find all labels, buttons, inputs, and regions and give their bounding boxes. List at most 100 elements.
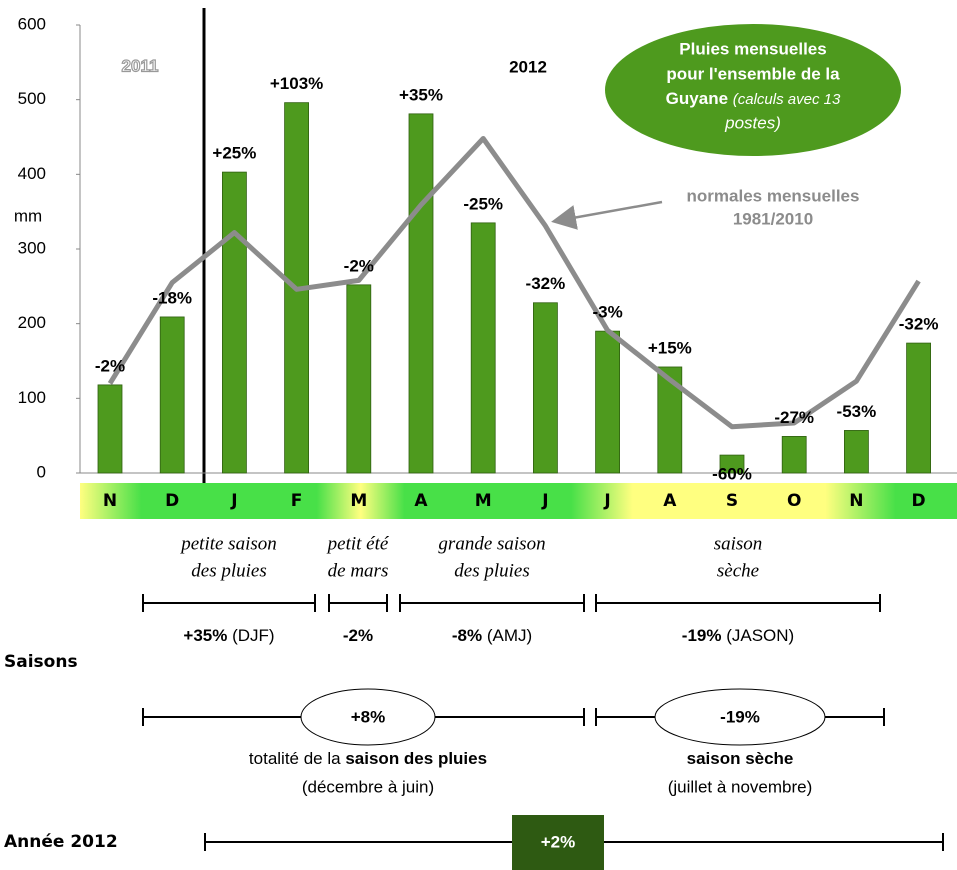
season-change: -19% (JASON) (682, 626, 794, 645)
x-tick-label: O (787, 491, 801, 511)
season-name: des pluies (191, 560, 266, 581)
half-label: saison sèche (687, 749, 794, 768)
bar (595, 330, 620, 474)
half-bold: saison sèche (687, 749, 794, 768)
season-bracket (595, 594, 881, 612)
season-pct: +35% (183, 626, 227, 645)
x-tick-label: A (414, 491, 428, 511)
season-pct: -2% (343, 626, 373, 645)
season-pct: -8% (452, 626, 482, 645)
bar (408, 113, 434, 474)
season-months: (JASON) (726, 626, 794, 645)
anomaly-label: -32% (526, 274, 566, 293)
half-bold: saison des pluies (345, 749, 487, 768)
year-cur: 2012 (509, 57, 547, 76)
half-change: -19% (720, 707, 760, 726)
x-tick-label: M (475, 491, 492, 511)
season-name: sèche (717, 560, 759, 581)
x-tick-label: N (103, 491, 117, 511)
x-tick-label: M (350, 491, 367, 511)
seasons-title: Saisons (4, 652, 78, 672)
title-box (605, 24, 901, 156)
title-text: Pluies mensuelles pour l'ensemble de la … (666, 39, 841, 132)
x-tick-label: A (663, 491, 677, 511)
bar (657, 366, 683, 474)
x-tick-label: D (165, 491, 179, 511)
anomaly-label: -60% (712, 465, 752, 484)
season-pct: -19% (682, 626, 722, 645)
title-line: Guyane (calculs avec 13 (666, 89, 841, 108)
season-name: petite saison (179, 533, 277, 554)
y-tick-label: 200 (18, 313, 46, 332)
season-change: -8% (AMJ) (452, 626, 532, 645)
normals-line: normales mensuelles (687, 186, 860, 205)
anomaly-label: -53% (837, 402, 877, 421)
title-bold: Guyane (666, 89, 728, 108)
season-change: +35% (DJF) (183, 626, 274, 645)
half-range: (juillet à novembre) (668, 777, 813, 796)
season-name: petit été (326, 533, 390, 554)
x-tick-label: D (912, 491, 926, 511)
title-line: postes) (724, 113, 781, 132)
season-bracket (142, 594, 316, 612)
normals-line: 1981/2010 (733, 209, 813, 228)
anomaly-label: +15% (648, 338, 692, 357)
anomaly-label: -18% (152, 288, 192, 307)
month-strip (80, 483, 957, 519)
bar (470, 222, 496, 474)
anomaly-label: -3% (592, 303, 622, 322)
bar (719, 454, 745, 474)
anomaly-label: -2% (95, 356, 125, 375)
year-change: +2% (541, 832, 576, 851)
x-tick-label: J (541, 491, 548, 511)
half-prefix: totalité de la (249, 749, 341, 768)
x-tick-label: F (291, 491, 303, 511)
half-oval (654, 688, 826, 746)
title-line: Pluies mensuelles (679, 39, 826, 58)
normals-label: normales mensuelles 1981/2010 (687, 186, 860, 228)
bar (533, 302, 558, 474)
bar (844, 430, 869, 474)
title-italic: (calculs avec 13 (733, 91, 841, 108)
anomaly-label: +35% (399, 85, 443, 104)
x-tick-label: N (849, 491, 863, 511)
bar (159, 316, 185, 474)
x-tick-label: J (603, 491, 610, 511)
season-name: grande saison (438, 533, 545, 554)
year-label: Année 2012 (4, 832, 118, 852)
year-prev: 2011 (122, 56, 159, 75)
half-change: +8% (351, 707, 386, 726)
y-axis-label: mm (14, 206, 42, 225)
y-tick-label: 100 (18, 388, 46, 407)
y-tick-label: 400 (18, 164, 46, 183)
anomaly-label: +103% (270, 74, 323, 93)
anomaly-label: -2% (344, 256, 374, 275)
season-months: (AMJ) (487, 626, 532, 645)
anomaly-label: -25% (463, 194, 503, 213)
bar (346, 284, 372, 474)
anomaly-label: -32% (899, 315, 939, 334)
half-range: (décembre à juin) (302, 777, 434, 796)
y-tick-label: 500 (18, 89, 46, 108)
anomaly-label: -27% (774, 408, 814, 427)
year-box (512, 815, 604, 870)
half-label: totalité de la saison des pluies (249, 749, 487, 768)
y-tick-label: 300 (18, 238, 46, 257)
season-change: -2% (343, 626, 373, 645)
season-months: (DJF) (232, 626, 274, 645)
normals-arrow (551, 200, 663, 230)
season-name: saison (714, 533, 763, 554)
y-tick-label: 0 (37, 462, 46, 481)
season-name: des pluies (454, 560, 529, 581)
bar (781, 436, 807, 474)
half-oval (300, 688, 436, 746)
bar (221, 171, 247, 474)
x-tick-label: J (230, 491, 237, 511)
season-bracket (399, 594, 585, 612)
title-line: pour l'ensemble de la (666, 64, 840, 83)
y-tick-label: 600 (18, 14, 46, 33)
season-bracket (328, 594, 388, 612)
bar (906, 342, 931, 474)
season-name: de mars (328, 560, 389, 581)
